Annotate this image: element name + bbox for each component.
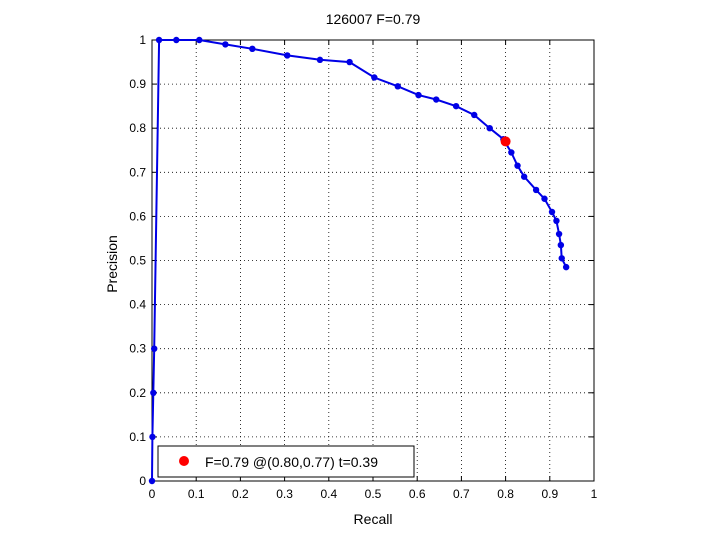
x-tick-labels: 0 0.1 0.2 0.3 0.4 0.5 0.6 0.7 0.8 0.9 1 (149, 487, 598, 501)
x-tick-label: 1 (591, 487, 598, 501)
pr-curve-point (558, 255, 565, 262)
x-tick-label: 0.1 (188, 487, 205, 501)
pr-curve-point (150, 389, 157, 396)
legend: F=0.79 @(0.80,0.77) t=0.39 (157, 445, 415, 478)
pr-curve-point (508, 149, 515, 156)
pr-curve-point (394, 83, 401, 90)
x-tick-label: 0.7 (453, 487, 470, 501)
legend-box (157, 445, 415, 478)
pr-curve-point (249, 45, 256, 53)
y-tick-label: 0.5 (129, 254, 146, 268)
pr-curve-point (532, 186, 540, 194)
pr-curve-point (151, 345, 158, 352)
pr-curve-point (155, 36, 163, 44)
pr-curve-point (316, 56, 324, 64)
y-tick-label: 0.3 (129, 342, 146, 356)
grid-lines (152, 40, 594, 481)
pr-curve-point (433, 96, 440, 103)
pr-curve-point (371, 74, 378, 81)
x-tick-label: 0 (149, 487, 156, 501)
pr-curve-point (196, 36, 203, 44)
pr-curve-point (520, 173, 528, 180)
x-tick-label: 0.2 (232, 487, 249, 501)
pr-curve-point (452, 102, 460, 110)
best-f-point (500, 136, 511, 147)
x-tick-label: 0.4 (320, 487, 337, 501)
y-tick-label: 0.1 (129, 430, 146, 444)
x-axis-label: Recall (354, 511, 393, 527)
pr-curve-point (562, 263, 570, 271)
pr-curve-point (553, 217, 560, 225)
x-tick-label: 0.8 (497, 487, 514, 501)
y-tick-label: 0.8 (129, 121, 146, 135)
y-tick-label: 1 (139, 33, 146, 47)
pr-curve-point (148, 477, 156, 485)
legend-entry: F=0.79 @(0.80,0.77) t=0.39 (205, 454, 378, 470)
y-tick-label: 0.4 (129, 298, 146, 312)
pr-curve-point (471, 111, 478, 119)
pr-curve-point (222, 41, 229, 48)
y-tick-label: 0.9 (129, 77, 146, 91)
y-tick-label: 0.7 (129, 165, 146, 179)
x-tick-label: 0.6 (409, 487, 426, 501)
pr-curve-point (346, 58, 353, 66)
pr-curve-point (149, 433, 156, 441)
pr-curve-point (514, 162, 521, 169)
x-tick-label: 0.3 (276, 487, 293, 501)
pr-curve-point (284, 52, 291, 59)
x-tick-label: 0.9 (541, 487, 558, 501)
series-group (148, 36, 570, 485)
legend-marker (179, 456, 189, 466)
y-tick-labels: 0 0.1 0.2 0.3 0.4 0.5 0.6 0.7 0.8 0.9 1 (129, 33, 146, 488)
pr-curve-point (557, 241, 565, 249)
y-tick-label: 0.2 (129, 386, 146, 400)
y-tick-label: 0 (139, 474, 146, 488)
y-tick-label: 0.6 (129, 209, 146, 223)
pr-curve-point (486, 125, 493, 132)
y-axis-label: Precision (104, 235, 120, 293)
pr-curve-point (415, 91, 422, 99)
pr-curve-point (555, 230, 563, 238)
chart-title: 126007 F=0.79 (326, 11, 421, 27)
pr-curve-point (548, 208, 556, 216)
highlight-group (500, 136, 511, 147)
pr-curve-point (173, 36, 180, 44)
pr-curve-point (541, 195, 548, 202)
x-tick-label: 0.5 (365, 487, 382, 501)
